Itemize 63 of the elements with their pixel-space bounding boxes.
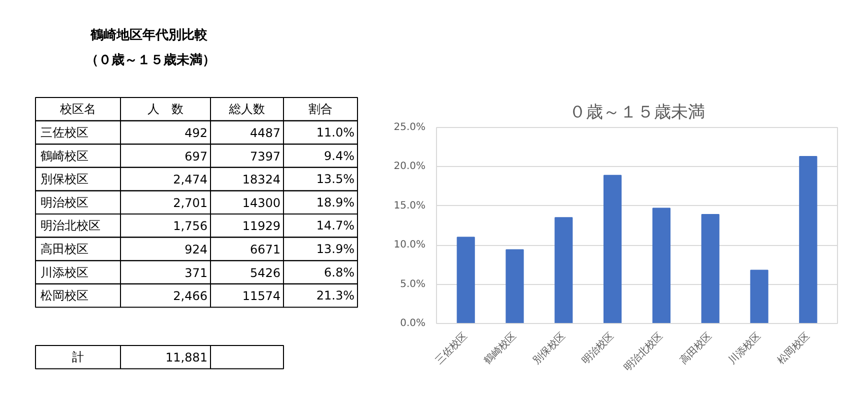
x-tick-label: 明治校区 — [580, 330, 616, 367]
text: 11574 — [242, 289, 281, 304]
text: 371 — [184, 266, 208, 280]
text: 6671 — [250, 242, 281, 256]
text: 校区名 — [59, 102, 96, 116]
text: 697 — [184, 149, 208, 164]
text: 別保校区 — [40, 172, 88, 186]
x-tick-label: 高田校区 — [677, 330, 714, 367]
text: 21.3% — [316, 288, 355, 303]
text: 鶴崎校区 — [40, 148, 88, 163]
text: 総人数 — [228, 102, 265, 116]
chart-title: ０歳～１５歳未満 — [569, 102, 705, 122]
y-tick-label: 5.0% — [400, 278, 426, 290]
bar — [701, 214, 720, 324]
text: 人 数 — [148, 102, 184, 116]
bar — [603, 174, 622, 324]
text: 明治校区 — [40, 195, 88, 210]
text: 割合 — [308, 102, 332, 116]
text: 18.9% — [316, 195, 355, 210]
y-tick-label: 25.0% — [394, 122, 426, 133]
text: 11.0% — [316, 125, 355, 140]
y-tick-label: 0.0% — [400, 318, 426, 329]
text: 924 — [184, 242, 208, 256]
x-tick-label: 明治北校区 — [622, 330, 666, 374]
text: 1,756 — [173, 219, 208, 234]
text: 2,466 — [173, 289, 208, 304]
text: 計 — [72, 350, 84, 364]
text: 明治北校区 — [40, 218, 100, 233]
text: 7397 — [250, 149, 281, 164]
text: 三佐校区 — [40, 125, 88, 140]
text: 13.9% — [316, 242, 355, 256]
text: 松岡校区 — [40, 288, 88, 303]
text: 2,701 — [173, 196, 208, 210]
text: 5426 — [250, 266, 281, 280]
y-tick-label: 20.0% — [394, 161, 426, 172]
y-tick-label: 15.0% — [394, 200, 426, 212]
x-tick-label: 鶴崎校区 — [482, 330, 519, 367]
text: 6.8% — [324, 265, 355, 280]
text: 14300 — [242, 196, 281, 210]
text: 高田校区 — [40, 242, 88, 256]
text: 鶴崎地区年代別比較 — [90, 28, 208, 43]
x-tick-label: 三佐校区 — [432, 330, 470, 367]
bar — [652, 208, 671, 324]
text: 18324 — [242, 172, 281, 187]
x-tick-label: 別保校区 — [530, 330, 568, 367]
text: （０歳～１５歳未満） — [86, 53, 216, 68]
x-tick-label: 松岡校区 — [775, 330, 812, 367]
text: 492 — [184, 126, 208, 140]
text: 9.4% — [324, 148, 355, 163]
text: 13.5% — [316, 172, 355, 186]
text: 2,474 — [173, 172, 208, 187]
text: 11929 — [242, 219, 281, 234]
bar — [506, 249, 524, 324]
text: 11,881 — [166, 350, 208, 365]
bar — [554, 217, 573, 324]
text: 14.7% — [316, 218, 355, 233]
bar — [456, 236, 475, 324]
bar — [750, 270, 768, 324]
text: 4487 — [250, 126, 281, 140]
x-tick-label: 川添校区 — [726, 330, 764, 367]
text: 川添校区 — [40, 265, 88, 280]
bar — [799, 156, 818, 324]
y-tick-label: 10.0% — [394, 240, 426, 251]
